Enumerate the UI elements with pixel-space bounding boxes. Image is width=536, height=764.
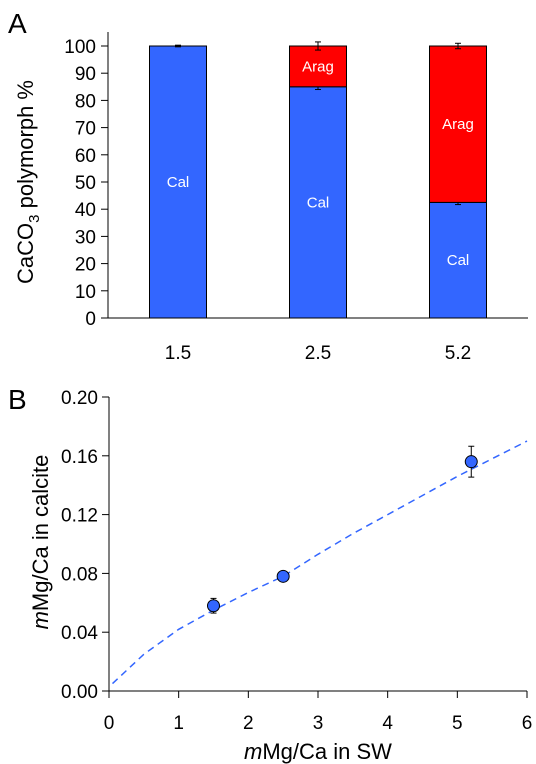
panel-b-y-tick-label: 0.20 [61, 388, 98, 409]
fit-curve [111, 440, 528, 685]
bar-arag-5.2 [429, 45, 487, 203]
panel-a-x-tick-label: 1.5 [165, 343, 191, 364]
panel-b-y-axis-label: mMg/Ca in calcite [28, 455, 53, 630]
data-point [464, 455, 478, 469]
panel-a-y-tick-label: 90 [75, 64, 96, 85]
data-point [276, 569, 290, 583]
panel-a-y-tick-label: 80 [75, 91, 96, 112]
panel-a-y-tick-label: 50 [75, 173, 96, 194]
bar-cal-1.5 [149, 45, 207, 319]
panel-a-x-tick-label: 5.2 [445, 343, 471, 364]
panel-b-x-tick-label: 5 [452, 713, 463, 734]
panel-a-y-tick-label: 60 [75, 146, 96, 167]
panel-b-x-tick-label: 3 [313, 713, 324, 734]
panel-b-x-tick-label: 2 [243, 713, 254, 734]
data-point [207, 599, 220, 613]
panel-b-plot: 0.00 0.04 0.08 0.12 0.16 0.20 0 1 2 3 4 5 6 [61, 388, 532, 734]
bar-arag-2.5 [289, 45, 347, 88]
panel-b-y-tick-label: 0.12 [61, 506, 98, 527]
panel-b-y-tick-label: 0.16 [61, 447, 98, 468]
panel-b-x-tick-label: 0 [104, 713, 115, 734]
panel-b-x-tick-label: 4 [382, 713, 393, 734]
panel-a-y-tick-label: 40 [75, 200, 96, 221]
panel-a-plot: 0 10 20 30 40 50 60 70 80 90 100 1.5 2.5 5.2 Cal Cal Ara… [64, 32, 528, 364]
panel-a-y-axis-label: CaCO3 polymorph % [13, 80, 43, 284]
panel-b-y-tick-label: 0.00 [61, 682, 98, 703]
panel-a-y-tick-label: 10 [75, 282, 96, 303]
panel-a-y-tick-label: 20 [75, 255, 96, 276]
panel-label-b: B [8, 384, 27, 415]
panel-b-y-tick-label: 0.08 [61, 564, 98, 585]
panel-b-x-tick-label: 6 [522, 713, 533, 734]
panel-b-y-tick-label: 0.04 [61, 623, 98, 644]
segment-label-cal: Cal [447, 252, 470, 269]
panel-b-scatter-chart: B mMg/Ca in calcite mMg/Ca in SW 0.000.0… [8, 384, 532, 764]
panel-label-a: A [8, 8, 27, 39]
segment-label-cal: Cal [307, 194, 330, 211]
segment-label-arag: Arag [302, 58, 334, 75]
panel-b-x-axis-label: mMg/Ca in SW [244, 739, 392, 764]
panel-a-y-tick-label: 0 [85, 309, 96, 330]
segment-label-cal: Cal [167, 174, 190, 191]
segment-label-arag: Arag [442, 116, 474, 133]
panel-a-x-tick-label: 2.5 [305, 343, 331, 364]
bar-cal-2.5 [289, 86, 347, 319]
panel-a-y-tick-label: 30 [75, 227, 96, 248]
panel-a-bar-chart: A CaCO3 polymorph % 0 10 20 30 40 50 60 70 80 90 1… [8, 8, 528, 364]
panel-b-x-tick-label: 1 [173, 713, 184, 734]
panel-a-y-tick-label: 70 [75, 119, 96, 140]
panel-a-y-tick-label: 100 [64, 37, 96, 58]
